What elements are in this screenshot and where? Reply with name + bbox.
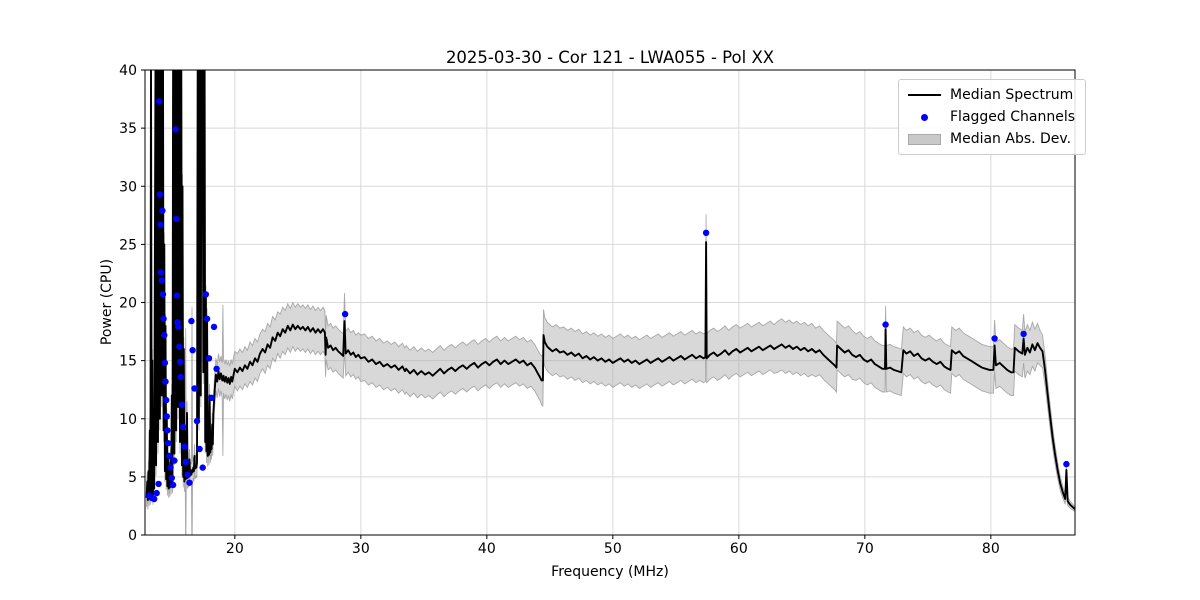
flagged-channel-dot — [702, 229, 710, 236]
flagged-channel-dot — [161, 331, 168, 339]
flagged-channel-dot — [157, 269, 165, 276]
y-tick-label: 5 — [128, 470, 137, 486]
flagged-channel-dot — [1020, 330, 1027, 338]
y-tick-label: 10 — [119, 412, 137, 428]
flagged-channel-dot — [169, 481, 177, 489]
flagged-channel-dot — [210, 323, 218, 331]
legend: Median Spectrum Flagged Channels Median … — [898, 79, 1087, 155]
flagged-channel-dot — [158, 277, 165, 284]
flagged-channel-dot — [164, 427, 171, 434]
flagged-channel-dot — [159, 207, 166, 214]
flagged-channel-dot — [161, 359, 169, 367]
flagged-channel-dot — [186, 479, 193, 486]
data-layer — [145, 70, 1075, 535]
flagged-channel-dot — [164, 440, 172, 447]
x-tick-label: 30 — [352, 541, 370, 557]
flagged-channel-dot — [156, 98, 163, 105]
x-tick-label: 80 — [982, 541, 1000, 557]
flagged-channel-dot — [166, 452, 173, 460]
flagged-channel-dot — [167, 464, 174, 471]
y-tick-label: 0 — [128, 528, 137, 544]
flagged-channel-dot — [188, 317, 195, 325]
flagged-channel-dot — [176, 358, 184, 365]
flagged-channel-dot — [191, 385, 198, 392]
flagged-channel-dot — [159, 291, 167, 298]
flagged-channel-dot — [177, 373, 184, 381]
y-axis-label: Power (CPU) — [99, 258, 115, 346]
flagged-channel-dot — [193, 417, 201, 425]
x-tick-label: 20 — [226, 541, 244, 557]
flagged-channel-dot — [151, 495, 158, 503]
legend-item-flagged-channels: Flagged Channels — [908, 108, 1075, 126]
flagged-channel-dot — [163, 396, 170, 404]
axes-layer: 20 30 40 50 60 70 80 0 5 10 15 20 25 30 35 40 — [119, 63, 1076, 557]
legend-item-median-abs-dev: Median Abs. Dev. — [908, 130, 1075, 148]
legend-label: Flagged Channels — [950, 109, 1076, 125]
x-axis-label: Frequency (MHz) — [551, 564, 669, 580]
flagged-channel-dot — [153, 489, 160, 497]
mad-patch-icon — [908, 133, 941, 145]
flagged-channel-dot-icon — [908, 113, 941, 121]
flagged-channel-dot — [199, 464, 206, 471]
flagged-channel-dot — [178, 401, 186, 408]
legend-label: Median Spectrum — [950, 87, 1074, 103]
flagged-channel-dot — [213, 365, 220, 372]
mad-band — [146, 70, 1075, 535]
grid-layer — [145, 69, 1075, 536]
x-tick-label: 70 — [856, 541, 874, 557]
legend-label: Median Abs. Dev. — [950, 131, 1072, 147]
flagged-channel-dot — [882, 321, 889, 328]
flagged-channel-dot — [184, 471, 191, 478]
flagged-channel-dot — [160, 315, 167, 322]
flagged-channel-dot — [208, 394, 215, 401]
flagged-channel-dot — [176, 343, 183, 350]
flagged-channel-dot — [202, 291, 210, 298]
x-tick-label: 50 — [604, 541, 622, 557]
flagged-channel-dot — [162, 378, 169, 385]
y-tick-label: 15 — [119, 354, 137, 370]
flagged-channel-dot — [991, 335, 998, 342]
legend-item-median-spectrum: Median Spectrum — [908, 86, 1075, 104]
flagged-channel-dot — [181, 443, 188, 450]
x-tick-label: 40 — [478, 541, 496, 557]
flagged-channel-dot — [205, 355, 213, 362]
flagged-channel-dot — [171, 457, 178, 464]
flagged-channel-dot — [155, 480, 162, 488]
flagged-channel-dot — [341, 310, 349, 318]
flagged-channel-dot — [196, 445, 203, 453]
flagged-channel-dot — [182, 458, 189, 465]
flagged-channel-dot — [168, 474, 175, 482]
flagged-channel-dot — [189, 347, 196, 354]
flagged-channel-dot — [172, 126, 179, 133]
flagged-channel-dot — [156, 191, 164, 198]
median-spectrum-line — [145, 70, 1075, 511]
y-tick-label: 20 — [119, 296, 137, 312]
flagged-channel-dot — [180, 423, 187, 431]
flagged-channel-dot — [173, 215, 180, 222]
flagged-channel-dot — [163, 413, 170, 420]
x-tick-label: 60 — [730, 541, 748, 557]
y-tick-label: 35 — [119, 121, 137, 137]
page-title: 2025-03-30 - Cor 121 - LWA055 - Pol XX — [445, 48, 775, 67]
flagged-channel-dot — [1063, 460, 1070, 468]
flagged-channel-dot — [173, 292, 181, 299]
y-tick-label: 25 — [119, 237, 137, 253]
median-spectrum-line-icon — [908, 93, 941, 97]
y-tick-label: 40 — [119, 63, 137, 79]
y-tick-label: 30 — [119, 179, 137, 195]
flagged-channel-dot — [174, 323, 182, 331]
flagged-channel-dot — [203, 315, 211, 322]
flagged-channel-dot — [157, 221, 164, 228]
